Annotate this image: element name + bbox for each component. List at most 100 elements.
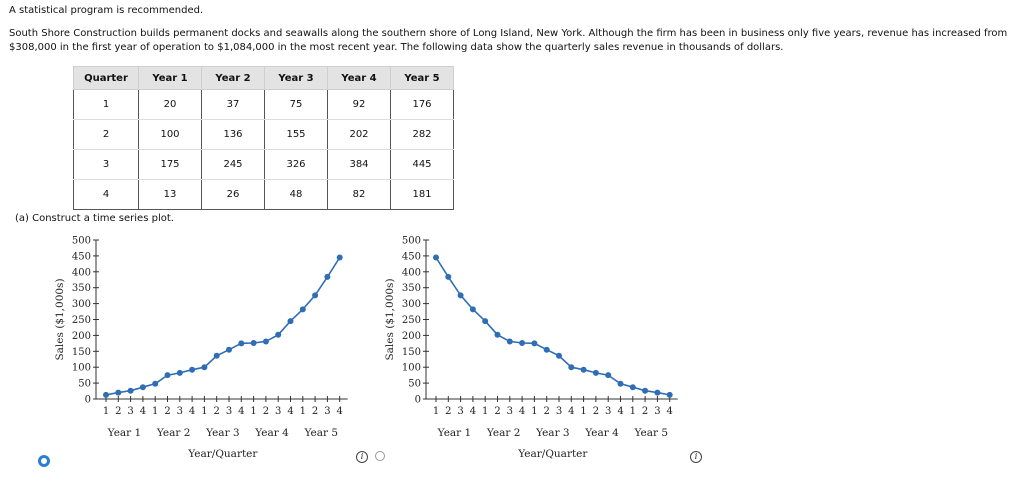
x-tick-label: 1 <box>482 406 488 417</box>
data-point <box>469 306 476 313</box>
data-point <box>312 292 319 299</box>
x-tick-label: 3 <box>127 406 133 417</box>
x-tick-label: 1 <box>201 406 207 417</box>
table-cell: 175 <box>138 149 202 180</box>
table-cell: 1 <box>73 89 139 120</box>
y-tick-label: 50 <box>78 379 91 390</box>
table-cell: 75 <box>264 89 328 120</box>
table-cell: 202 <box>327 119 391 150</box>
data-point <box>617 380 624 387</box>
x-tick-label: 4 <box>238 406 244 417</box>
plot-option-1-radio[interactable] <box>38 455 50 467</box>
info-icon[interactable]: i <box>690 451 702 463</box>
y-tick-label: 450 <box>402 251 421 262</box>
y-tick-label: 200 <box>72 331 91 342</box>
data-point <box>213 352 220 359</box>
table-cell: 282 <box>390 119 454 150</box>
y-tick-label: 450 <box>72 251 91 262</box>
intro-text: A statistical program is recommended. <box>9 5 204 16</box>
year-label: Year 2 <box>486 427 521 439</box>
year-label: Year 5 <box>303 427 338 439</box>
table-row: 1 20 37 75 92 176 <box>73 89 454 120</box>
table-cell: 181 <box>390 179 454 210</box>
x-tick-label: 1 <box>300 406 306 417</box>
year-label: Year 2 <box>156 427 191 439</box>
y-tick-label: 250 <box>72 315 91 326</box>
x-tick-label: 2 <box>642 406 648 417</box>
info-icon[interactable]: i <box>356 451 368 463</box>
table-cell: 155 <box>264 119 328 150</box>
year-label: Year 3 <box>205 427 240 439</box>
series-line <box>105 257 341 396</box>
x-axis-title: Year/Quarter <box>187 448 258 460</box>
x-tick-label: 2 <box>312 406 318 417</box>
data-point <box>666 391 673 398</box>
x-tick-label: 4 <box>337 406 343 417</box>
table-header-cell: Year 2 <box>201 66 265 90</box>
table-cell: 2 <box>73 119 139 150</box>
data-point <box>654 389 661 396</box>
y-tick-label: 100 <box>402 363 421 374</box>
table-row: 2 100 136 155 202 282 <box>73 119 454 150</box>
x-tick-label: 4 <box>568 406 574 417</box>
x-tick-label: 4 <box>189 406 195 417</box>
y-tick-label: 200 <box>402 331 421 342</box>
x-tick-label: 2 <box>593 406 599 417</box>
x-tick-label: 1 <box>433 406 439 417</box>
y-tick-label: 0 <box>85 395 91 406</box>
y-tick-label: 150 <box>72 347 91 358</box>
table-cell: 48 <box>264 179 328 210</box>
year-label: Year 3 <box>535 427 570 439</box>
x-tick-label: 1 <box>103 406 109 417</box>
x-tick-label: 3 <box>275 406 281 417</box>
data-point <box>250 340 257 347</box>
data-point <box>287 318 294 325</box>
sales-table: Quarter Year 1 Year 2 Year 3 Year 4 Year… <box>73 66 454 210</box>
table-cell: 82 <box>327 179 391 210</box>
x-tick-label: 3 <box>177 406 183 417</box>
y-tick-label: 250 <box>402 315 421 326</box>
data-point <box>226 346 232 353</box>
plot-option-2-radio[interactable] <box>375 451 385 461</box>
data-point <box>299 306 306 313</box>
table-cell: 136 <box>201 119 265 150</box>
table-cell: 384 <box>327 149 391 180</box>
table-cell: 4 <box>73 179 139 210</box>
data-point <box>531 340 538 347</box>
x-tick-label: 1 <box>531 406 537 417</box>
data-point <box>201 364 208 371</box>
x-tick-label: 2 <box>115 406 121 417</box>
x-tick-label: 4 <box>287 406 293 417</box>
table-cell: 92 <box>327 89 391 120</box>
data-point <box>506 338 513 345</box>
y-tick-label: 400 <box>72 267 91 278</box>
x-tick-label: 2 <box>445 406 451 417</box>
table-cell: 445 <box>390 149 454 180</box>
data-point <box>103 391 109 398</box>
data-point <box>445 273 452 280</box>
year-label: Year 5 <box>633 427 668 439</box>
x-tick-label: 3 <box>507 406 513 417</box>
data-point <box>336 254 343 261</box>
data-point <box>457 292 464 299</box>
x-tick-label: 4 <box>667 406 673 417</box>
x-tick-label: 2 <box>214 406 220 417</box>
table-header-cell: Quarter <box>73 66 139 90</box>
year-label: Year 1 <box>437 427 472 439</box>
x-tick-label: 2 <box>263 406 269 417</box>
y-tick-label: 350 <box>72 283 91 294</box>
data-point <box>238 340 245 347</box>
y-axis-title: Sales ($1,000s) <box>384 278 396 360</box>
data-point <box>482 318 489 325</box>
y-tick-label: 350 <box>402 283 421 294</box>
y-tick-label: 500 <box>402 236 421 247</box>
data-point <box>494 331 501 338</box>
table-header-cell: Year 1 <box>138 66 202 90</box>
y-tick-label: 400 <box>402 267 421 278</box>
part-a-prompt: (a) Construct a time series plot. <box>15 213 174 224</box>
x-tick-label: 3 <box>556 406 562 417</box>
y-tick-label: 150 <box>402 347 421 358</box>
data-point <box>324 273 331 280</box>
y-axis-title: Sales ($1,000s) <box>54 278 66 360</box>
